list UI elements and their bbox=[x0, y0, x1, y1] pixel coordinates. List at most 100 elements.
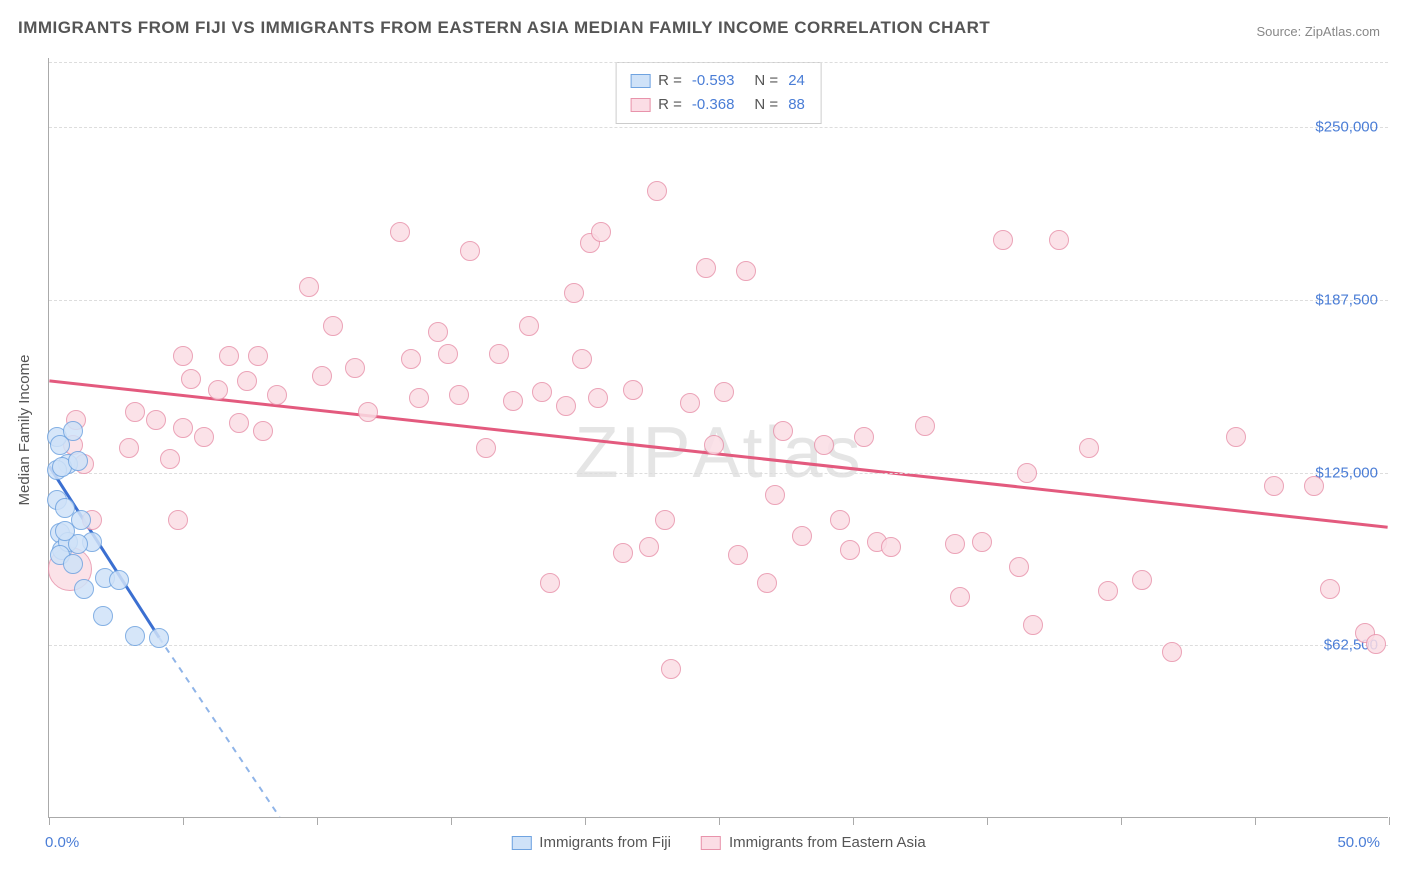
x-tick bbox=[317, 817, 318, 825]
scatter-point bbox=[765, 485, 785, 505]
scatter-point bbox=[503, 391, 523, 411]
y-tick-label: $250,000 bbox=[1315, 119, 1378, 136]
y-tick-label: $187,500 bbox=[1315, 291, 1378, 308]
scatter-point bbox=[237, 371, 257, 391]
gridline bbox=[49, 300, 1388, 301]
scatter-point bbox=[149, 628, 169, 648]
scatter-point bbox=[655, 510, 675, 530]
scatter-point bbox=[1366, 634, 1386, 654]
scatter-point bbox=[438, 344, 458, 364]
scatter-point bbox=[55, 521, 75, 541]
legend-swatch bbox=[701, 836, 721, 850]
scatter-point bbox=[647, 181, 667, 201]
scatter-point bbox=[299, 277, 319, 297]
scatter-point bbox=[109, 570, 129, 590]
scatter-point bbox=[950, 587, 970, 607]
legend-swatch bbox=[511, 836, 531, 850]
scatter-point bbox=[792, 526, 812, 546]
scatter-point bbox=[540, 573, 560, 593]
scatter-point bbox=[623, 380, 643, 400]
gridline bbox=[49, 62, 1388, 63]
scatter-point bbox=[125, 402, 145, 422]
x-tick bbox=[1255, 817, 1256, 825]
scatter-point bbox=[736, 261, 756, 281]
scatter-point bbox=[253, 421, 273, 441]
scatter-point bbox=[814, 435, 834, 455]
scatter-point bbox=[915, 416, 935, 436]
gridline bbox=[49, 127, 1388, 128]
scatter-point bbox=[854, 427, 874, 447]
scatter-point bbox=[591, 222, 611, 242]
scatter-point bbox=[704, 435, 724, 455]
scatter-point bbox=[68, 451, 88, 471]
plot-area: ZIPAtlas R =-0.593N =24R =-0.368N =88 0.… bbox=[48, 58, 1388, 818]
legend-row: R =-0.593N =24 bbox=[630, 69, 807, 93]
series-legend: Immigrants from Fiji Immigrants from East… bbox=[511, 834, 925, 851]
series-legend-label: Immigrants from Eastern Asia bbox=[729, 834, 926, 851]
series-legend-item: Immigrants from Fiji bbox=[511, 834, 671, 851]
legend-n-label: N = bbox=[754, 93, 778, 117]
scatter-point bbox=[773, 421, 793, 441]
scatter-point bbox=[168, 510, 188, 530]
scatter-point bbox=[1009, 557, 1029, 577]
scatter-point bbox=[1132, 570, 1152, 590]
scatter-point bbox=[830, 510, 850, 530]
scatter-point bbox=[993, 230, 1013, 250]
scatter-point bbox=[63, 421, 83, 441]
scatter-point bbox=[160, 449, 180, 469]
scatter-point bbox=[390, 222, 410, 242]
legend-swatch bbox=[630, 74, 650, 88]
scatter-point bbox=[757, 573, 777, 593]
legend-row: R = -0.368 N = 88 bbox=[630, 93, 807, 117]
scatter-point bbox=[146, 410, 166, 430]
x-tick bbox=[1121, 817, 1122, 825]
x-tick bbox=[451, 817, 452, 825]
scatter-point bbox=[428, 322, 448, 342]
scatter-point bbox=[1320, 579, 1340, 599]
scatter-point bbox=[1264, 476, 1284, 496]
scatter-point bbox=[409, 388, 429, 408]
y-tick-label: $125,000 bbox=[1315, 464, 1378, 481]
trend-line bbox=[159, 638, 279, 817]
scatter-point bbox=[532, 382, 552, 402]
scatter-point bbox=[1226, 427, 1246, 447]
series-legend-item: Immigrants from Eastern Asia bbox=[701, 834, 926, 851]
series-legend-label: Immigrants from Fiji bbox=[539, 834, 671, 851]
scatter-point bbox=[696, 258, 716, 278]
scatter-point bbox=[680, 393, 700, 413]
x-tick bbox=[987, 817, 988, 825]
scatter-point bbox=[1049, 230, 1069, 250]
x-tick bbox=[585, 817, 586, 825]
scatter-point bbox=[173, 418, 193, 438]
scatter-point bbox=[489, 344, 509, 364]
scatter-point bbox=[93, 606, 113, 626]
scatter-point bbox=[1023, 615, 1043, 635]
scatter-point bbox=[714, 382, 734, 402]
legend-r-value: -0.593 bbox=[692, 69, 735, 93]
gridline bbox=[49, 645, 1388, 646]
scatter-point bbox=[194, 427, 214, 447]
legend-n-label: N = bbox=[754, 69, 778, 93]
x-tick bbox=[183, 817, 184, 825]
legend-r-label: R = bbox=[658, 69, 682, 93]
scatter-point bbox=[1304, 476, 1324, 496]
scatter-point bbox=[119, 438, 139, 458]
x-axis-max-label: 50.0% bbox=[1337, 834, 1380, 851]
scatter-point bbox=[728, 545, 748, 565]
scatter-point bbox=[173, 346, 193, 366]
scatter-point bbox=[219, 346, 239, 366]
x-axis-min-label: 0.0% bbox=[45, 834, 79, 851]
x-tick bbox=[853, 817, 854, 825]
scatter-point bbox=[460, 241, 480, 261]
scatter-point bbox=[556, 396, 576, 416]
source-label: Source: ZipAtlas.com bbox=[1256, 24, 1380, 39]
x-tick bbox=[1389, 817, 1390, 825]
scatter-point bbox=[613, 543, 633, 563]
scatter-point bbox=[181, 369, 201, 389]
x-tick bbox=[49, 817, 50, 825]
legend-n-value: 88 bbox=[788, 93, 805, 117]
legend-r-label: R = bbox=[658, 93, 682, 117]
scatter-point bbox=[572, 349, 592, 369]
legend-r-value: -0.368 bbox=[692, 93, 735, 117]
scatter-point bbox=[208, 380, 228, 400]
